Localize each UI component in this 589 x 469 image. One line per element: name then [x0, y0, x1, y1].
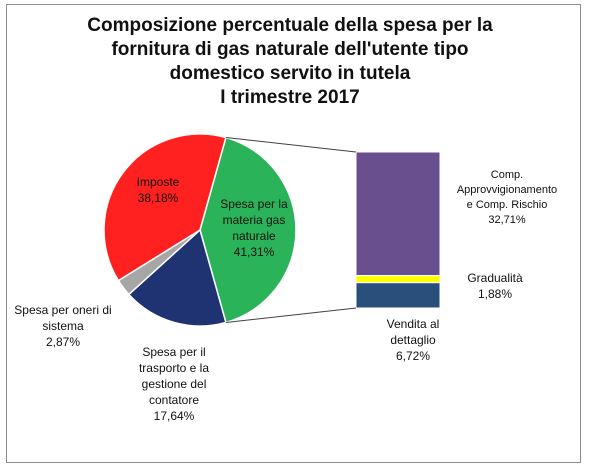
- bar-segment-vendita-al-dettaglio: [355, 282, 441, 309]
- title-line-4: I trimestre 2017: [220, 87, 360, 108]
- label-trasporto-line-3: gestione del: [141, 377, 207, 391]
- label-materia-gas-line-2: materia gas: [222, 213, 286, 227]
- title-line-1: Composizione percentuale della spesa per…: [87, 15, 493, 36]
- label-trasporto-line-1: Spesa per il: [142, 345, 206, 359]
- label-materia-gas-value: 41,31%: [233, 245, 275, 259]
- connector-line-top: [225, 137, 357, 153]
- label-trasporto-line-4: contatore: [148, 393, 200, 407]
- label-trasporto-value: 17,64%: [153, 409, 195, 423]
- label-imposte-value: 38,18%: [137, 191, 179, 205]
- label-vendita-line-2: dettaglio: [390, 333, 436, 347]
- label-imposte-line-1: Imposte: [136, 175, 180, 189]
- label-oneri-sistema-value: 2,87%: [45, 335, 81, 349]
- title-line-3: domestico servito in tutela: [169, 63, 411, 84]
- bar-segment-gradualita: [355, 275, 441, 284]
- chart-title: Composizione percentuale della spesa per…: [40, 14, 540, 110]
- label-vendita-dettaglio: Vendita al dettaglio 6,72%: [368, 316, 458, 364]
- label-trasporto: Spesa per il trasporto e la gestione del…: [124, 344, 224, 424]
- label-comp-value: 32,71%: [488, 214, 526, 226]
- bar-segment-comp-approvvigionamento-e-comp-rischio: [355, 151, 441, 277]
- label-oneri-sistema-line-2: sistema: [42, 319, 84, 333]
- label-comp-line-3: e Comp. Rischio: [466, 199, 548, 211]
- label-gradualita-line-1: Gradualità: [467, 271, 523, 285]
- label-materia-gas-line-3: naturale: [232, 229, 276, 243]
- label-oneri-sistema-line-1: Spesa per oneri di: [14, 303, 112, 317]
- label-comp-line-2: Approvvigionamento: [456, 184, 558, 196]
- label-vendita-line-1: Vendita al: [386, 317, 440, 331]
- label-gradualita-value: 1,88%: [477, 287, 513, 301]
- pie-slice-imposte: [103, 133, 227, 282]
- connector-line-bottom: [225, 307, 357, 323]
- label-trasporto-line-2: trasporto e la: [138, 361, 210, 375]
- label-oneri-sistema: Spesa per oneri di sistema 2,87%: [4, 302, 122, 350]
- label-comp-approvvigionamento: Comp. Approvvigionamento e Comp. Rischio…: [443, 168, 571, 228]
- label-materia-gas: Spesa per la materia gas naturale 41,31%: [208, 196, 300, 260]
- pie-slice-spesa-per-la-materia-gas-naturale: [199, 136, 297, 324]
- label-vendita-value: 6,72%: [395, 349, 431, 363]
- title-line-2: fornitura di gas naturale dell'utente ti…: [111, 39, 469, 60]
- label-comp-line-1: Comp.: [490, 169, 524, 181]
- label-gradualita: Gradualità 1,88%: [450, 270, 540, 302]
- label-materia-gas-line-1: Spesa per la: [220, 197, 288, 211]
- pie-slice-spesa-per-il-trasporto-e-la-gestione-del-contatore: [127, 228, 227, 327]
- label-imposte: Imposte 38,18%: [118, 174, 198, 206]
